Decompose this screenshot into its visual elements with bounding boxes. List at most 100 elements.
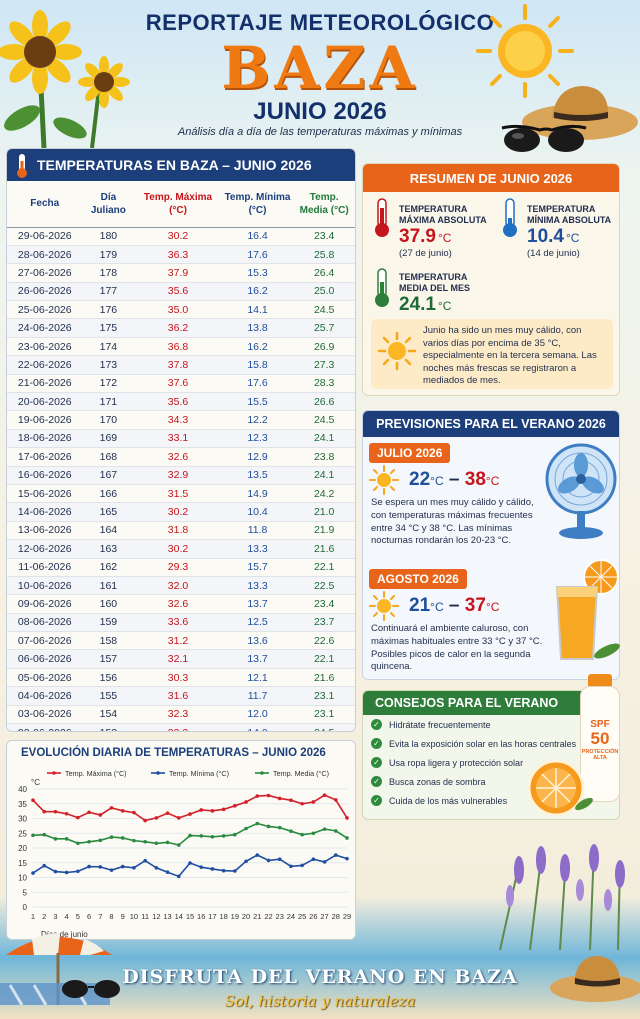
cell-temp-min: 17.6 [221, 374, 294, 394]
table-row: 26-06-2026 177 35.6 16.2 25.0 [7, 282, 355, 302]
data-point [345, 856, 349, 861]
data-point [143, 858, 147, 863]
data-point [31, 871, 35, 875]
x-tick-label: 20 [242, 912, 250, 921]
y-tick-label: 0 [23, 903, 28, 912]
sunscreen-bottle: SPF 50 PROTECCIÓN ALTA [578, 674, 622, 804]
cell-temp-min: 13.5 [221, 466, 294, 485]
header-city: BAZA [221, 34, 419, 102]
x-tick-label: 8 [109, 912, 113, 921]
cell-dia-juliano: 165 [82, 502, 135, 522]
data-point [120, 809, 125, 813]
table-row: 09-06-2026 160 32.6 13.7 23.4 [7, 594, 355, 614]
x-tick-label: 3 [53, 912, 57, 921]
cell-temp-mean: 21.9 [293, 521, 355, 541]
tip-item: ✓ Hidrátate frecuentemente [371, 719, 491, 730]
cell-temp-max: 36.8 [134, 337, 222, 357]
summary-note-text: Junio ha sido un mes muy cálido, con var… [423, 325, 597, 386]
x-tick-label: 26 [309, 912, 317, 921]
series-line-1 [32, 854, 348, 878]
cell-dia-juliano: 158 [82, 631, 135, 651]
cell-fecha: 05-06-2026 [7, 668, 83, 688]
cell-temp-mean: 26.6 [293, 392, 355, 412]
x-tick-label: 29 [343, 912, 351, 921]
chart-title: EVOLUCIÓN DIARIA DE TEMPERATURAS – JUNIO… [21, 747, 326, 759]
table-row: 06-06-2026 157 32.1 13.7 22.1 [7, 649, 355, 669]
data-point [188, 812, 192, 816]
cell-fecha: 19-06-2026 [7, 410, 83, 430]
y-tick-label: 35 [18, 800, 27, 809]
cell-dia-juliano: 180 [82, 227, 135, 246]
cell-temp-min: 15.8 [221, 355, 294, 375]
cell-fecha: 09-06-2026 [7, 594, 83, 614]
cell-dia-juliano: 154 [82, 705, 135, 725]
header-subtitle: Análisis día a día de las temperaturas m… [177, 126, 463, 138]
cell-temp-mean: 25.7 [293, 318, 355, 338]
cell-temp-max: 37.8 [134, 355, 222, 375]
data-point [233, 832, 237, 837]
y-axis-label: °C [31, 778, 40, 787]
cell-temp-min: 16.2 [221, 337, 294, 357]
table-panel-header: TEMPERATURAS EN BAZA – JUNIO 2026 [7, 149, 355, 181]
data-point [120, 836, 125, 840]
cell-dia-juliano: 166 [82, 484, 135, 504]
cell-temp-min: 11.8 [221, 521, 294, 541]
data-point [87, 864, 91, 869]
table-row: 03-06-2026 154 32.3 12.0 23.1 [7, 705, 355, 725]
cell-temp-max: 36.2 [134, 318, 222, 338]
data-point [311, 831, 316, 836]
cell-dia-juliano: 164 [82, 521, 135, 541]
cell-temp-mean: 21.0 [293, 502, 355, 522]
table-row: 28-06-2026 179 36.3 17.6 25.8 [7, 245, 355, 265]
cell-temp-mean: 23.7 [293, 613, 355, 633]
cell-temp-min: 12.0 [221, 705, 294, 725]
x-tick-label: 1 [31, 912, 35, 921]
cell-temp-max: 34.3 [134, 410, 222, 430]
cell-temp-mean: 23.8 [293, 447, 355, 467]
cell-temp-max: 35.6 [134, 392, 222, 412]
col-header-temp-min: Temp. Mínima (°C) [221, 181, 294, 228]
data-point [289, 829, 293, 833]
cell-temp-max: 31.2 [134, 631, 222, 651]
data-point [64, 870, 69, 875]
data-point [154, 841, 159, 846]
table-row: 27-06-2026 178 37.9 15.3 26.4 [7, 263, 355, 283]
chart-panel: EVOLUCIÓN DIARIA DE TEMPERATURAS – JUNIO… [6, 740, 356, 940]
cell-temp-max: 30.2 [134, 502, 222, 522]
min-abs-value: 10.4 °C [527, 226, 580, 247]
data-point [266, 858, 271, 863]
data-point [266, 793, 271, 798]
data-point [31, 833, 35, 838]
y-tick-label: 25 [18, 829, 27, 838]
data-point [64, 811, 69, 816]
cell-temp-mean: 24.5 [293, 723, 355, 731]
cell-temp-max: 32.1 [134, 649, 222, 669]
august-tag: AGOSTO 2026 [369, 569, 467, 589]
orange-juice-icon [555, 559, 620, 660]
cell-fecha: 28-06-2026 [7, 245, 83, 265]
table-row: 10-06-2026 161 32.0 13.3 22.5 [7, 576, 355, 596]
cell-temp-max: 35.0 [134, 300, 222, 320]
x-axis-label: Días de junio [41, 930, 88, 939]
y-tick-label: 5 [23, 888, 28, 897]
cell-fecha: 16-06-2026 [7, 466, 83, 485]
data-point [322, 827, 327, 831]
check-icon: ✓ [371, 795, 382, 806]
x-tick-label: 14 [175, 912, 183, 921]
thermometer-icon [17, 154, 27, 178]
data-point [154, 865, 159, 870]
x-tick-label: 21 [253, 912, 261, 921]
cell-fecha: 07-06-2026 [7, 631, 83, 651]
data-point [98, 838, 103, 843]
table-row: 13-06-2026 164 31.8 11.8 21.9 [7, 521, 355, 541]
forecast-card: PREVISIONES PARA EL VERANO 2026 JULIO 20… [362, 410, 620, 680]
cell-temp-mean: 21.6 [293, 539, 355, 559]
y-tick-label: 15 [18, 859, 27, 868]
data-point [345, 816, 349, 820]
data-point [76, 815, 80, 820]
spf-label: SPF [590, 719, 610, 730]
table-row: 15-06-2026 166 31.5 14.9 24.2 [7, 484, 355, 504]
temperature-table: Fecha Día Juliano Temp. Máxima (°C) Temp. … [7, 181, 355, 731]
cell-dia-juliano: 159 [82, 613, 135, 633]
